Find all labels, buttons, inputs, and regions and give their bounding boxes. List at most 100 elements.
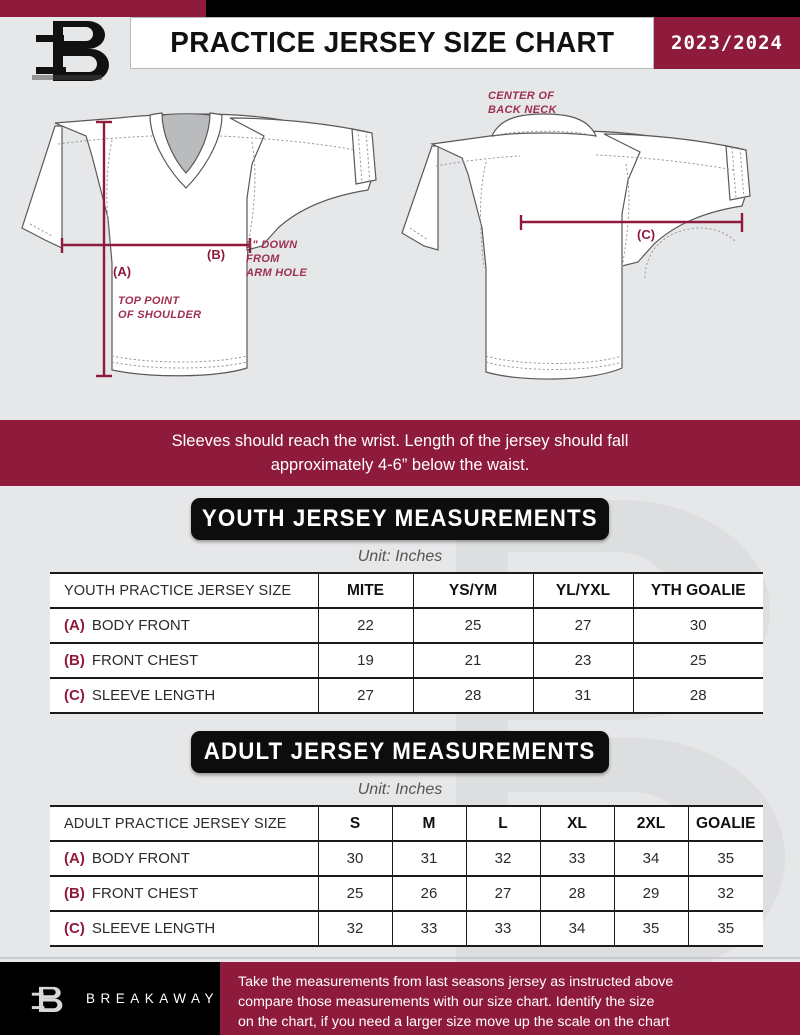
adult-row-1-name: FRONT CHEST: [91, 885, 199, 902]
jersey-diagram: .body { fill:#ffffff; stroke:#58595b; st…: [21, 90, 751, 380]
youth-r2-c3: 31: [532, 678, 633, 714]
youth-r2-c2: 28: [412, 678, 533, 714]
adult-col-0: ADULT PRACTICE JERSEY SIZE: [50, 805, 318, 842]
adult-table-header-row: ADULT PRACTICE JERSEY SIZE S M L XL 2XL …: [50, 805, 763, 842]
adult-col-5: 2XL: [613, 805, 688, 842]
fit-note-banner: Sleeves should reach the wrist. Length o…: [0, 420, 800, 486]
youth-col-3: YL/YXL: [532, 572, 633, 609]
page-title-plate: PRACTICE JERSEY SIZE CHART: [130, 17, 654, 69]
top-bar-black: [206, 0, 800, 17]
adult-r1-c2: 26: [391, 876, 466, 912]
youth-col-0: YOUTH PRACTICE JERSEY SIZE: [50, 572, 318, 609]
page-header: PRACTICE JERSEY SIZE CHART 2023/2024: [0, 17, 800, 81]
annotation-tag-b: (B): [207, 247, 225, 262]
svg-text:ARM HOLE: ARM HOLE: [245, 267, 307, 279]
adult-row-0-name: BODY FRONT: [91, 850, 190, 867]
youth-r1-c3: 23: [532, 643, 633, 679]
adult-row-0-tag: (A): [64, 850, 85, 867]
youth-section-title: YOUTH JERSEY MEASUREMENTS: [202, 505, 598, 532]
youth-r1-c4: 25: [632, 643, 763, 679]
svg-text:CENTER OF: CENTER OF: [488, 90, 554, 102]
youth-r0-c1: 22: [317, 608, 413, 644]
season-label: 2023/2024: [671, 32, 783, 54]
table-row: (A) BODY FRONT 30 31 32 33 34 35: [50, 841, 763, 877]
adult-section-title: ADULT JERSEY MEASUREMENTS: [204, 738, 596, 765]
adult-row-0-label: (A) BODY FRONT: [50, 841, 318, 877]
youth-r0-c4: 30: [632, 608, 763, 644]
youth-unit-label: Unit: Inches: [357, 548, 443, 565]
youth-r0-c2: 25: [412, 608, 533, 644]
page-title: PRACTICE JERSEY SIZE CHART: [169, 26, 615, 59]
adult-row-2-tag: (C): [64, 920, 85, 937]
youth-r2-c1: 27: [317, 678, 413, 714]
adult-r0-c5: 34: [613, 841, 688, 877]
adult-r0-c3: 32: [465, 841, 540, 877]
page-footer: BREAKAWAY Take the measurements from las…: [0, 962, 800, 1035]
adult-r2-c3: 33: [465, 911, 540, 947]
youth-row-0-tag: (A): [64, 617, 85, 634]
svg-text:BACK NECK: BACK NECK: [488, 104, 557, 116]
svg-text:OF SHOULDER: OF SHOULDER: [118, 309, 201, 321]
adult-col-1: S: [317, 805, 392, 842]
breakaway-b-logo-icon: [32, 21, 109, 81]
footer-logo-block: BREAKAWAY: [0, 962, 220, 1035]
table-row: (B) FRONT CHEST 25 26 27 28 29 32: [50, 876, 763, 912]
youth-table-header-row: YOUTH PRACTICE JERSEY SIZE MITE YS/YM YL…: [50, 572, 763, 609]
adult-col-3: L: [465, 805, 540, 842]
adult-r0-c4: 33: [539, 841, 614, 877]
fit-note-line-2: approximately 4-6” below the waist.: [270, 456, 530, 474]
adult-col-6: GOALIE: [687, 805, 763, 842]
annotation-tag-c: (C): [637, 227, 655, 242]
youth-row-2-name: SLEEVE LENGTH: [91, 687, 216, 704]
youth-r0-c3: 27: [532, 608, 633, 644]
adult-r1-c3: 27: [465, 876, 540, 912]
footer-line-1: Take the measurements from last seasons …: [238, 973, 674, 990]
youth-section-badge: YOUTH JERSEY MEASUREMENTS: [191, 498, 609, 540]
footer-divider: [0, 957, 800, 959]
youth-row-0-name: BODY FRONT: [91, 617, 190, 634]
youth-r2-c4: 28: [632, 678, 763, 714]
adult-unit-label: Unit: Inches: [357, 781, 443, 798]
table-row: (B) FRONT CHEST 19 21 23 25: [50, 643, 763, 679]
breakaway-b-logo-icon: [31, 986, 63, 1012]
youth-row-0-label: (A) BODY FRONT: [50, 608, 318, 644]
table-row: (C) SLEEVE LENGTH 27 28 31 28: [50, 678, 763, 714]
adult-r0-c1: 30: [317, 841, 392, 877]
youth-r1-c2: 21: [412, 643, 533, 679]
footer-line-2: compare those measurements with our size…: [238, 993, 655, 1010]
youth-row-1-label: (B) FRONT CHEST: [50, 643, 318, 679]
adult-r2-c6: 35: [687, 911, 763, 947]
svg-text:TOP POINT: TOP POINT: [118, 295, 180, 307]
back-jersey-illustration: (C) CENTER OF BACK NECK: [401, 90, 751, 380]
adult-r1-c5: 29: [613, 876, 688, 912]
adult-r0-c2: 31: [391, 841, 466, 877]
fit-note-line-1: Sleeves should reach the wrist. Length o…: [171, 432, 629, 450]
adult-row-2-name: SLEEVE LENGTH: [91, 920, 216, 937]
adult-r1-c6: 32: [687, 876, 763, 912]
youth-row-2-label: (C) SLEEVE LENGTH: [50, 678, 318, 714]
top-bar-maroon: [0, 0, 206, 17]
adult-r2-c4: 34: [539, 911, 614, 947]
footer-instructions: Take the measurements from last seasons …: [220, 962, 800, 1035]
adult-col-4: XL: [539, 805, 614, 842]
adult-row-1-label: (B) FRONT CHEST: [50, 876, 318, 912]
youth-row-1-tag: (B): [64, 652, 85, 669]
adult-r0-c6: 35: [687, 841, 763, 877]
adult-r2-c2: 33: [391, 911, 466, 947]
youth-col-2: YS/YM: [412, 572, 533, 609]
table-row: (A) BODY FRONT 22 25 27 30: [50, 608, 763, 644]
footer-brand-name: BREAKAWAY: [86, 991, 220, 1006]
footer-line-3: on the chart, if you need a larger size …: [238, 1013, 670, 1030]
adult-r1-c1: 25: [317, 876, 392, 912]
adult-row-2-label: (C) SLEEVE LENGTH: [50, 911, 318, 947]
youth-col-1: MITE: [317, 572, 413, 609]
annotation-tag-a: (A): [113, 264, 131, 279]
adult-col-2: M: [391, 805, 466, 842]
season-plate: 2023/2024: [654, 17, 800, 69]
youth-r1-c1: 19: [317, 643, 413, 679]
youth-measurements-table: YOUTH PRACTICE JERSEY SIZE MITE YS/YM YL…: [50, 572, 763, 714]
svg-text:1" DOWN: 1" DOWN: [246, 239, 298, 251]
adult-r1-c4: 28: [539, 876, 614, 912]
adult-r2-c5: 35: [613, 911, 688, 947]
